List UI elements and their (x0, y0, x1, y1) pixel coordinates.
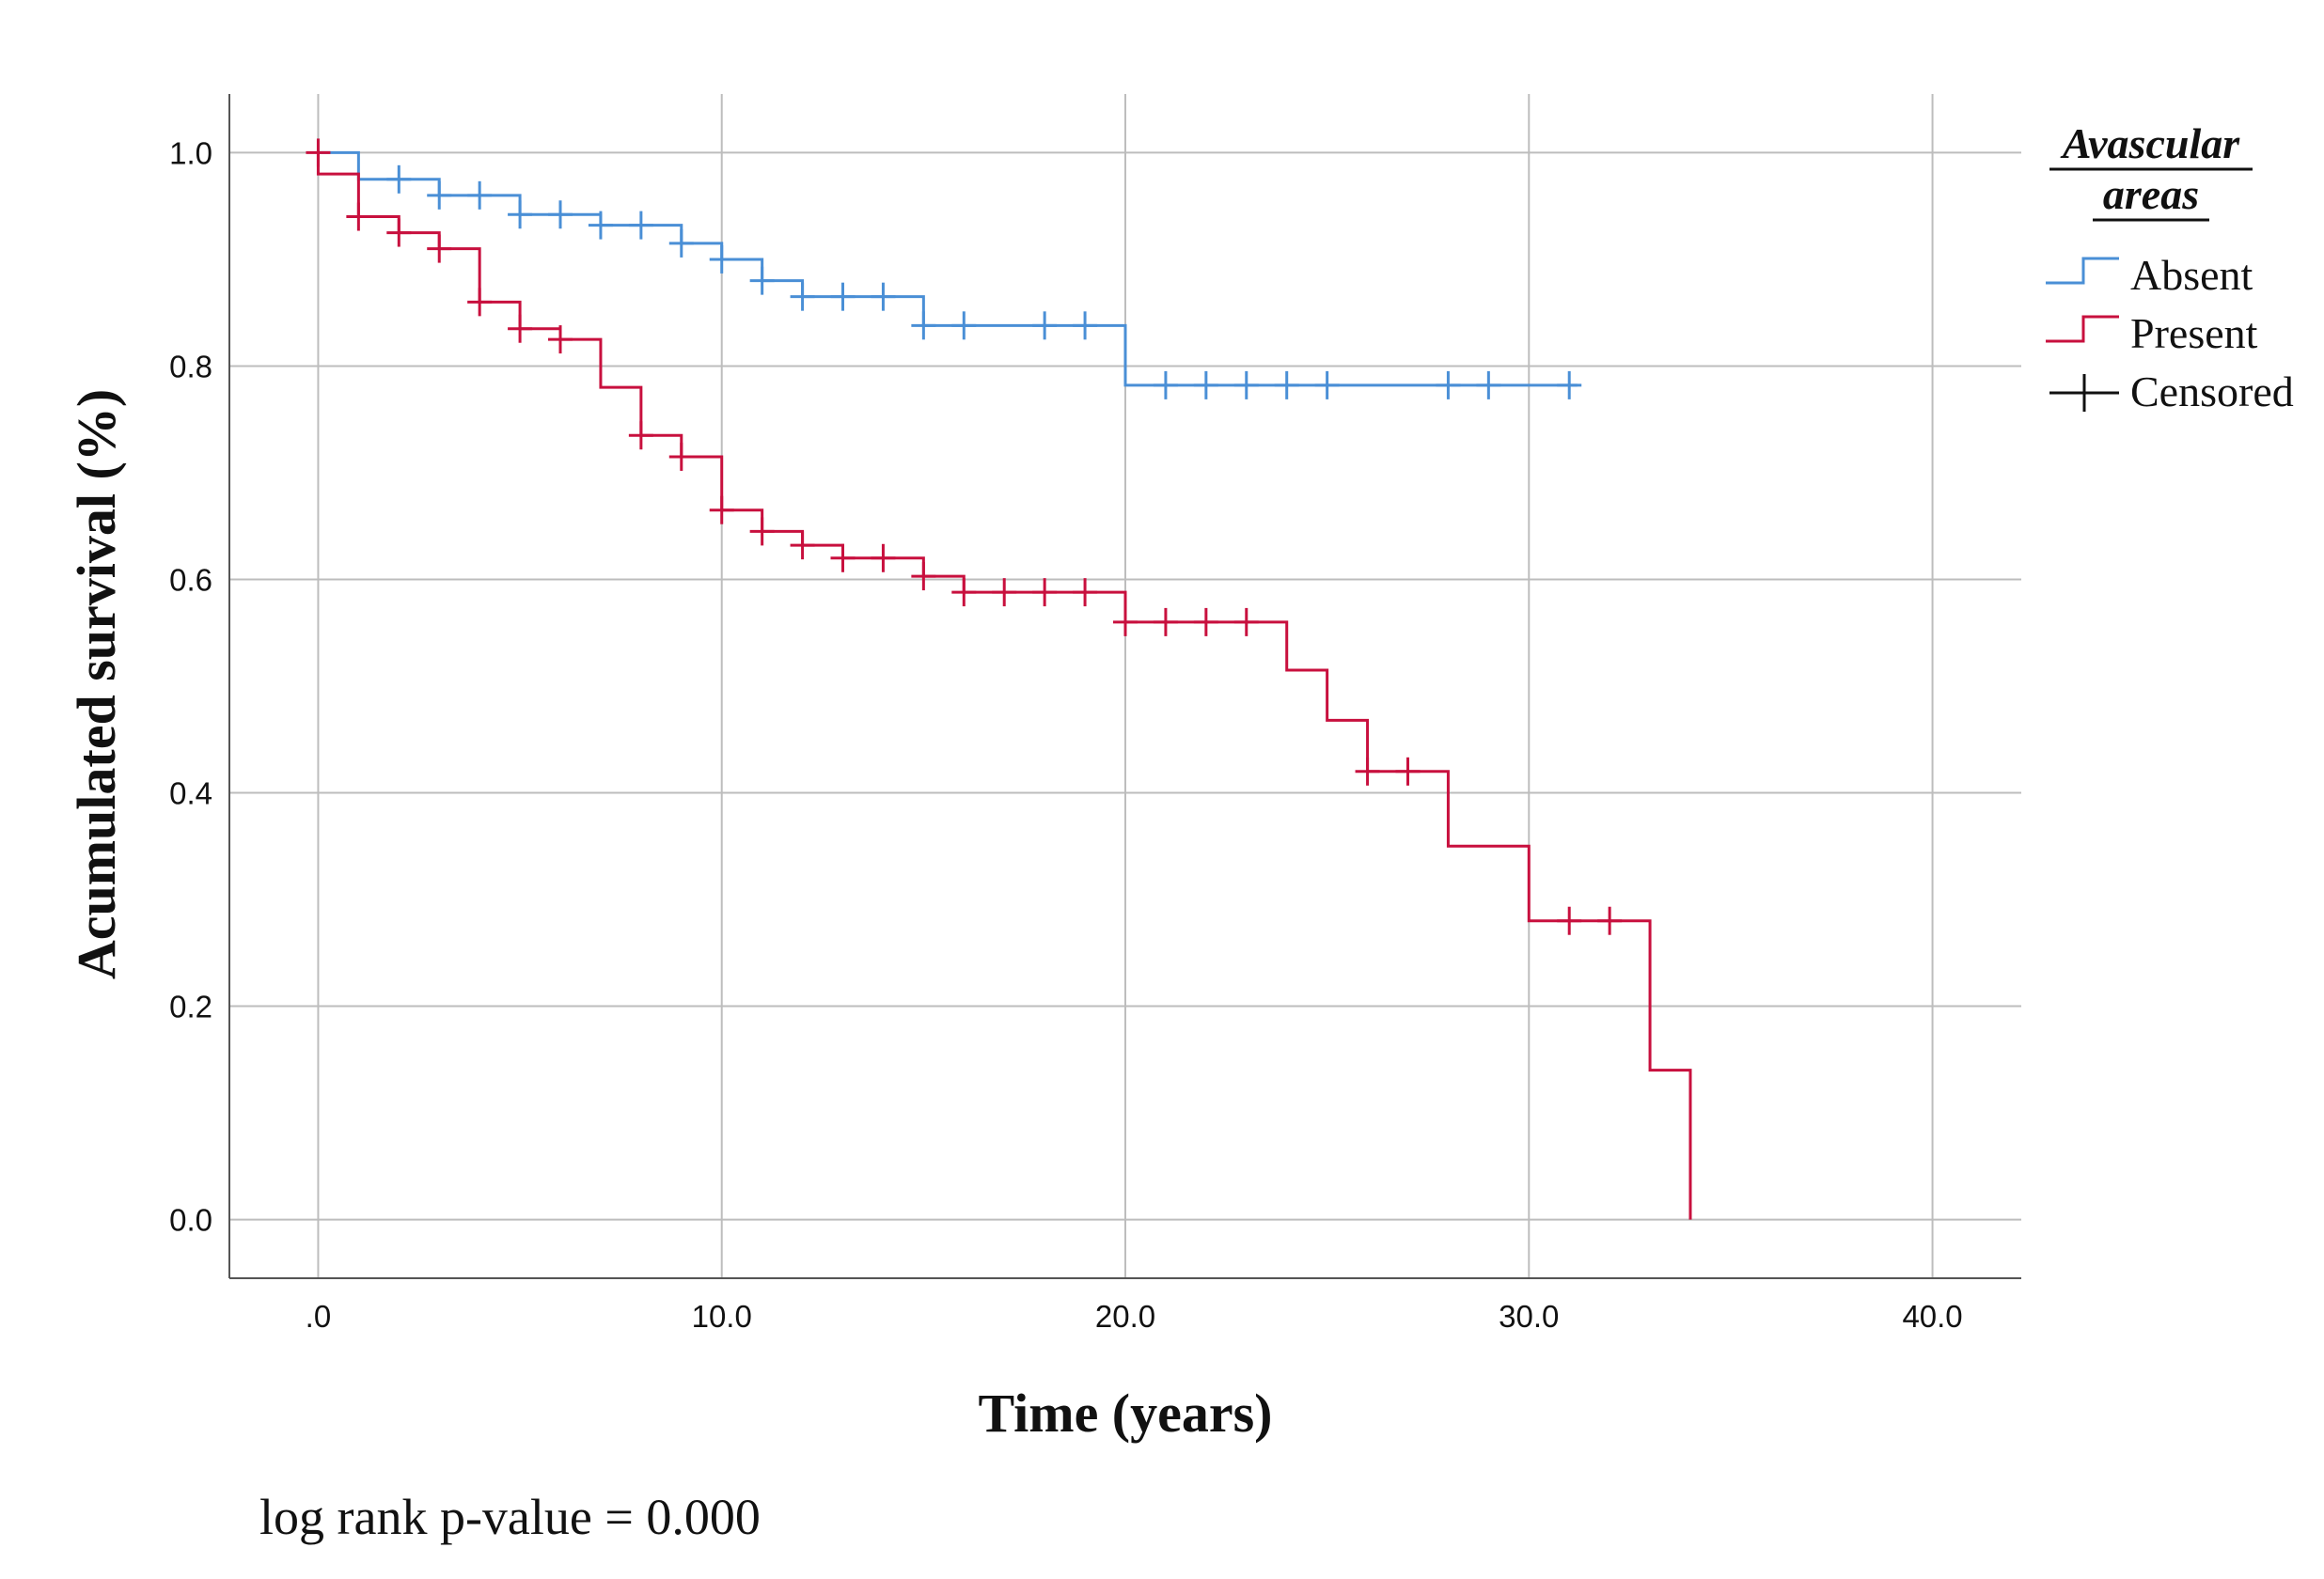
legend-absent-label: Absent (2130, 251, 2253, 299)
y-tick-labels: 0.0 0.2 0.4 0.6 0.8 1.0 (169, 135, 212, 1237)
legend: Avascular areas Absent Present Censored (2046, 119, 2294, 415)
censor-mark-absent (790, 282, 815, 311)
censor-mark-absent (871, 282, 896, 311)
censor-mark-present (1032, 578, 1058, 607)
censor-mark-absent (467, 180, 493, 210)
survival-curve-absent (318, 150, 1578, 387)
censor-mark-present (427, 234, 452, 263)
censor-mark-absent (628, 211, 653, 240)
censor-mark-present (1153, 607, 1178, 636)
censor-mark-present (790, 531, 815, 560)
censor-mark-absent (427, 180, 452, 210)
censor-mark-present (1113, 607, 1138, 636)
x-tick-labels: .0 10.0 20.0 30.0 40.0 (306, 1299, 1963, 1334)
censor-mark-absent (951, 311, 977, 340)
censor-mark-present (1597, 906, 1623, 935)
censor-mark-present (628, 421, 653, 450)
y-tick-label: 0.0 (169, 1203, 212, 1238)
y-tick-label: 0.6 (169, 562, 212, 597)
censor-mark-absent (548, 200, 573, 229)
censor-mark-absent (911, 311, 936, 340)
censor-mark-absent (1436, 370, 1461, 399)
gridlines (229, 94, 2021, 1278)
censor-mark-present (749, 517, 775, 546)
censor-mark-present (1193, 607, 1218, 636)
legend-present-swatch (2046, 315, 2119, 343)
censor-mark-absent (830, 282, 856, 311)
y-tick-label: 1.0 (169, 135, 212, 170)
series-layer (306, 138, 1692, 1220)
censor-mark-present (1073, 578, 1098, 607)
censor-mark-absent (386, 164, 412, 194)
censor-mark-present (668, 442, 694, 471)
axes (228, 94, 2021, 1279)
censor-mark-present (508, 314, 533, 343)
censor-mark-present (911, 562, 936, 591)
censor-mark-present (1355, 757, 1380, 786)
survival-curve-present (316, 152, 1692, 1220)
legend-censored-symbol (2049, 374, 2119, 412)
censor-mark-absent (1153, 370, 1178, 399)
legend-title-line1: Avascular (2060, 119, 2240, 167)
censor-mark-present (992, 578, 1017, 607)
censor-mark-absent (1193, 370, 1218, 399)
x-axis-title: Time (years) (979, 1383, 1273, 1444)
x-tick-label: 40.0 (1902, 1299, 1962, 1334)
censor-mark-absent (749, 266, 775, 295)
censor-mark-present (951, 578, 977, 607)
censor-mark-absent (1557, 370, 1582, 399)
legend-title-line2: areas (2103, 170, 2199, 218)
x-tick-label: 20.0 (1095, 1299, 1155, 1334)
censor-mark-present (467, 288, 493, 317)
censor-mark-absent (1314, 370, 1340, 399)
legend-censored-label: Censored (2130, 367, 2294, 415)
legend-present-label: Present (2130, 309, 2258, 357)
censor-mark-present (548, 325, 573, 354)
y-axis-title: Acumulated survival (%) (66, 389, 127, 979)
series-absent (318, 150, 1582, 399)
log-rank-annotation: log rank p-value = 0.000 (259, 1489, 761, 1545)
censor-mark-present (1557, 906, 1582, 935)
x-tick-label: 30.0 (1499, 1299, 1559, 1334)
censor-mark-present (871, 543, 896, 572)
censor-mark-absent (1233, 370, 1259, 399)
censor-mark-present (386, 218, 412, 247)
censor-mark-absent (668, 228, 694, 258)
y-tick-label: 0.4 (169, 776, 212, 811)
censor-mark-present (306, 138, 331, 167)
censor-mark-absent (588, 211, 613, 240)
censor-mark-present (1395, 757, 1421, 786)
series-present (306, 138, 1692, 1220)
censor-mark-absent (709, 244, 734, 274)
censor-mark-absent (1274, 370, 1299, 399)
x-tick-label: .0 (306, 1299, 332, 1334)
y-tick-label: 0.2 (169, 990, 212, 1024)
censor-mark-absent (1476, 370, 1501, 399)
censor-mark-present (830, 543, 856, 572)
censor-mark-absent (1032, 311, 1058, 340)
legend-absent-swatch (2046, 257, 2119, 285)
censor-mark-present (709, 495, 734, 524)
y-tick-label: 0.8 (169, 349, 212, 383)
censor-mark-absent (1073, 311, 1098, 340)
x-tick-label: 10.0 (692, 1299, 752, 1334)
censor-mark-present (1233, 607, 1259, 636)
censor-mark-absent (508, 200, 533, 229)
censor-mark-present (346, 202, 371, 231)
